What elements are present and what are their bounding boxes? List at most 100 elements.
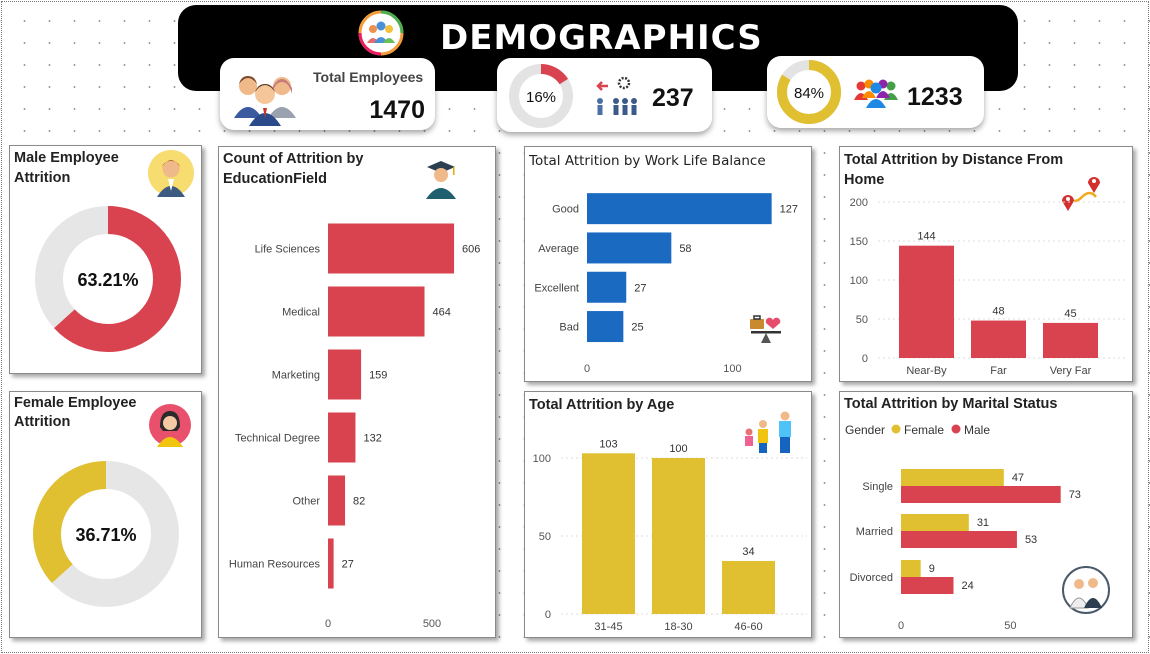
category-label: 18-30	[664, 621, 692, 633]
female-attrition-donut: 36.71%	[33, 461, 179, 607]
category-label: 31-45	[594, 621, 622, 633]
category-label: Married	[856, 526, 893, 538]
bar	[587, 193, 772, 225]
data-label: 25	[631, 322, 643, 334]
male-attrition-card: Male Employee Attrition 63.21%	[9, 145, 202, 374]
bar	[899, 245, 954, 358]
y-tick-label: 0	[862, 353, 868, 365]
total-employees-value: 1470	[369, 96, 425, 124]
data-label: 31	[977, 517, 989, 529]
female-attrition-title: Female Employee Attrition	[14, 394, 137, 432]
category-label: 46-60	[734, 621, 762, 633]
data-label: 9	[929, 563, 935, 575]
total-employees-label: Total Employees	[313, 69, 424, 85]
bar	[901, 560, 921, 577]
kpi-retained: 84% 1233	[767, 56, 984, 128]
bar	[652, 458, 705, 614]
category-label: Near-By	[906, 365, 947, 377]
x-tick-label: 100	[723, 363, 741, 375]
worklife-chart-title: Total Attrition by Work Life Balance	[529, 153, 766, 169]
legend-label: Male	[964, 423, 990, 437]
data-label: 100	[669, 443, 687, 455]
legend-swatch	[951, 424, 961, 434]
legend-label: Female	[904, 423, 944, 437]
bar	[587, 311, 624, 343]
category-label: Life Sciences	[255, 244, 321, 256]
kpi-total-employees: Total Employees 1470	[220, 58, 435, 130]
data-label: 159	[369, 370, 387, 382]
bar	[587, 271, 627, 303]
data-label: 24	[962, 580, 974, 592]
age-chart-title: Total Attrition by Age	[529, 397, 675, 413]
distance-title-line2: Home	[844, 172, 885, 188]
male-attrition-donut: 63.21%	[35, 206, 181, 352]
education-bar-chart: Life Sciences 606 Medical 464 Marketing 159 Te…	[229, 223, 480, 630]
bar	[901, 531, 1017, 548]
age-attrition-card: Total Attrition by Age 0 50 100 103 31-45 100…	[524, 391, 812, 638]
bar	[582, 453, 635, 614]
category-label: Far	[990, 365, 1007, 377]
marital-bar-chart: Gender Female Male Single 47 73 Married 31 53 Div…	[845, 423, 1081, 632]
map-route-icon	[1062, 177, 1100, 211]
data-label: 82	[353, 496, 365, 508]
female-title-line2: Attrition	[14, 414, 71, 430]
category-label: Medical	[282, 307, 320, 319]
retained-count-value: 1233	[907, 83, 963, 111]
bar	[328, 412, 356, 463]
attrition-percent-label: 16%	[526, 89, 556, 106]
category-label: Human Resources	[229, 559, 321, 571]
legend-swatch	[891, 424, 901, 434]
bar	[971, 320, 1026, 358]
category-label: Marketing	[272, 370, 320, 382]
attrition-percent-donut: 16%	[509, 64, 573, 128]
bar	[1043, 322, 1098, 358]
data-label: 103	[599, 438, 617, 450]
data-label: 47	[1012, 472, 1024, 484]
data-label: 127	[780, 204, 798, 216]
page-title: DEMOGRAPHICS	[440, 18, 763, 58]
bar	[901, 577, 954, 594]
male-attrition-title: Male Employee Attrition	[14, 148, 119, 188]
education-title-line2: EducationField	[223, 171, 327, 187]
bar	[328, 475, 346, 526]
category-label: Other	[292, 496, 320, 508]
data-label: 27	[342, 559, 354, 571]
category-label: Good	[552, 204, 579, 216]
education-attrition-card: Count of Attrition by EducationField Lif…	[218, 146, 496, 638]
x-tick-label: 50	[1004, 620, 1016, 632]
category-label: Divorced	[850, 572, 893, 584]
retained-percent-label: 84%	[794, 85, 824, 102]
employees-group-icon	[234, 76, 296, 126]
data-label: 464	[433, 307, 451, 319]
education-title-line1: Count of Attrition by	[223, 151, 364, 167]
data-label: 53	[1025, 534, 1037, 546]
category-label: Very Far	[1050, 365, 1092, 377]
female-attrition-value: 36.71%	[75, 525, 136, 545]
male-title-line2: Attrition	[14, 170, 71, 186]
x-tick-label: 0	[584, 363, 590, 375]
data-label: 34	[742, 546, 754, 558]
male-avatar-icon	[148, 150, 194, 197]
distance-bar-chart: 0 50 100 150 200 144 Near-By 48 Far 45 Very Far	[850, 197, 1128, 377]
category-label: Single	[862, 481, 893, 493]
age-bar-chart: 0 50 100 103 31-45 100 18-30 34 46-60	[533, 438, 807, 633]
distance-attrition-card: Total Attrition by Distance From Home 0 5…	[839, 146, 1133, 382]
kpi-attrition: 16% 237	[497, 58, 712, 132]
marital-chart-title: Total Attrition by Marital Status	[844, 396, 1058, 412]
distance-title-line1: Total Attrition by Distance From	[844, 152, 1064, 168]
crowd-icon	[854, 79, 898, 108]
bar	[328, 223, 455, 274]
team-logo-icon	[358, 10, 404, 56]
marital-attrition-card: Total Attrition by Marital Status Gender…	[839, 391, 1133, 638]
bar	[587, 232, 672, 264]
female-attrition-card: Female Employee Attrition 36.71%	[9, 391, 202, 638]
male-title-line1: Male Employee	[14, 150, 119, 166]
data-label: 132	[363, 433, 381, 445]
worklife-bar-chart: Good 127 Average 58 Excellent 27 Bad 25 0 100	[534, 193, 798, 375]
data-label: 73	[1069, 489, 1081, 501]
y-tick-label: 100	[533, 453, 551, 465]
female-avatar-icon	[149, 404, 191, 447]
graduate-icon	[426, 161, 456, 199]
y-tick-label: 0	[545, 609, 551, 621]
